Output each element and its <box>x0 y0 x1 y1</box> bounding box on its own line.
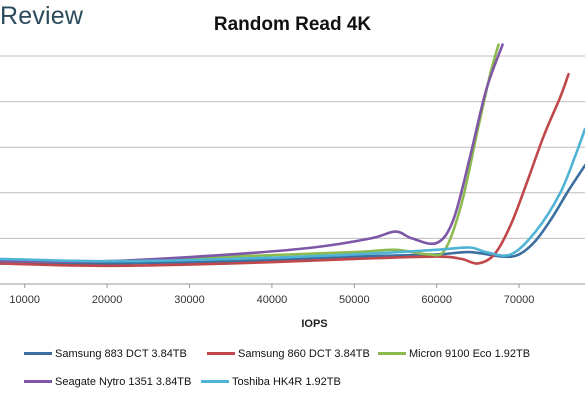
legend-label: Micron 9100 Eco 1.92TB <box>409 348 531 360</box>
legend-swatch <box>201 379 229 383</box>
x-axis-label: IOPS <box>301 318 327 330</box>
x-tick-label: 50000 <box>339 294 370 306</box>
legend-item-micron-9100: Micron 9100 Eco 1.92TB <box>378 346 530 362</box>
legend-swatch <box>207 351 235 355</box>
legend-item-samsung-883: Samsung 883 DCT 3.84TB <box>24 346 187 362</box>
gridlines <box>0 55 585 239</box>
legend-label: Toshiba HK4R 1.92TB <box>232 376 341 388</box>
series-line-samsung-883 <box>0 164 585 265</box>
series-line-seagate-nytro <box>0 43 504 263</box>
chart-title-text: Random Read 4K <box>213 14 372 35</box>
legend-swatch <box>24 379 52 383</box>
x-tick-label: 20000 <box>92 294 123 306</box>
legend-item-seagate-nytro: Seagate Nytro 1351 3.84TB <box>24 374 191 390</box>
series-line-toshiba-hk4r <box>0 127 585 263</box>
legend-label: Samsung 883 DCT 3.84TB <box>55 348 187 360</box>
series-line-micron-9100 <box>0 43 500 263</box>
chart-title: Random Read 4K <box>0 14 585 36</box>
x-tick-label: 40000 <box>257 294 288 306</box>
legend-item-samsung-860: Samsung 860 DCT 3.84TB <box>207 346 370 362</box>
x-tick-label: 30000 <box>174 294 205 306</box>
series-line-samsung-860 <box>0 72 570 268</box>
legend-swatch <box>24 351 52 355</box>
legend-swatch <box>378 351 406 355</box>
x-tick-label: 10000 <box>9 294 40 306</box>
site-logo: Review <box>0 2 84 30</box>
x-axis: 10000 20000 30000 40000 50000 60000 70000 <box>0 283 585 306</box>
legend-item-toshiba-hk4r: Toshiba HK4R 1.92TB <box>201 374 341 390</box>
x-tick-label: 60000 <box>421 294 452 306</box>
legend-label: Samsung 860 DCT 3.84TB <box>238 348 370 360</box>
series-lines <box>0 43 585 268</box>
legend-label: Seagate Nytro 1351 3.84TB <box>55 376 192 388</box>
x-tick-label: 70000 <box>504 294 535 306</box>
